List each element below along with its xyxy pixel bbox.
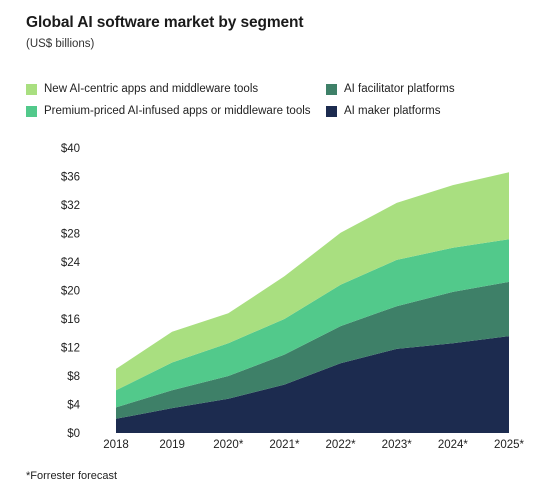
x-tick-label: 2019: [159, 439, 185, 451]
y-tick-label: $24: [61, 257, 81, 269]
x-axis-ticks: 2018 2019 2020* 2021* 2022* 2023* 2024* 2025*: [103, 439, 524, 451]
legend-item-premium-priced: Premium-priced AI-infused apps or middle…: [26, 105, 311, 117]
y-tick-label: $36: [61, 172, 80, 184]
x-tick-label: 2022*: [326, 439, 357, 451]
legend-label: Premium-priced AI-infused apps or middle…: [44, 105, 311, 117]
legend-item-ai-facilitator: AI facilitator platforms: [326, 83, 455, 95]
legend-item-ai-maker: AI maker platforms: [326, 105, 441, 117]
x-tick-label: 2024*: [438, 439, 469, 451]
footnote: *Forrester forecast: [26, 470, 118, 482]
x-tick-label: 2021*: [269, 439, 300, 451]
legend-item-new-ai-centric: New AI-centric apps and middleware tools: [26, 83, 258, 95]
x-tick-label: 2025*: [494, 439, 525, 451]
y-tick-label: $28: [61, 229, 80, 241]
area-series-group: [116, 172, 509, 433]
legend-label: AI facilitator platforms: [344, 83, 455, 95]
x-tick-label: 2023*: [382, 439, 413, 451]
area-series-premium-priced-ai-infused-apps-or-middleware-tools: [116, 239, 509, 408]
area-series-ai-facilitator-platforms: [116, 281, 509, 419]
chart-subtitle: (US$ billions): [26, 38, 95, 50]
legend-label: New AI-centric apps and middleware tools: [44, 83, 259, 95]
x-tick-label: 2020*: [213, 439, 244, 451]
y-axis-ticks: $0 $4 $8 $12 $16 $20 $24 $28 $32 $36 $40: [61, 143, 81, 440]
y-tick-label: $4: [67, 400, 80, 412]
x-tick-label: 2018: [103, 439, 129, 451]
y-tick-label: $32: [61, 200, 80, 212]
y-tick-label: $8: [67, 371, 80, 383]
legend-label: AI maker platforms: [344, 105, 441, 117]
area-series-new-ai-centric-apps-and-middleware-tools: [116, 172, 509, 391]
y-tick-label: $20: [61, 286, 80, 298]
chart-legend: New AI-centric apps and middleware tools…: [26, 83, 536, 127]
chart-title: Global AI software market by segment: [26, 14, 304, 31]
area-series-ai-maker-platforms: [116, 336, 509, 433]
y-tick-label: $40: [61, 143, 80, 155]
y-tick-label: $12: [61, 343, 80, 355]
legend-swatch: [26, 105, 37, 117]
y-tick-label: $0: [67, 428, 80, 440]
legend-swatch: [326, 105, 337, 117]
legend-swatch: [26, 83, 37, 95]
y-tick-label: $16: [61, 314, 80, 326]
legend-swatch: [326, 83, 337, 95]
